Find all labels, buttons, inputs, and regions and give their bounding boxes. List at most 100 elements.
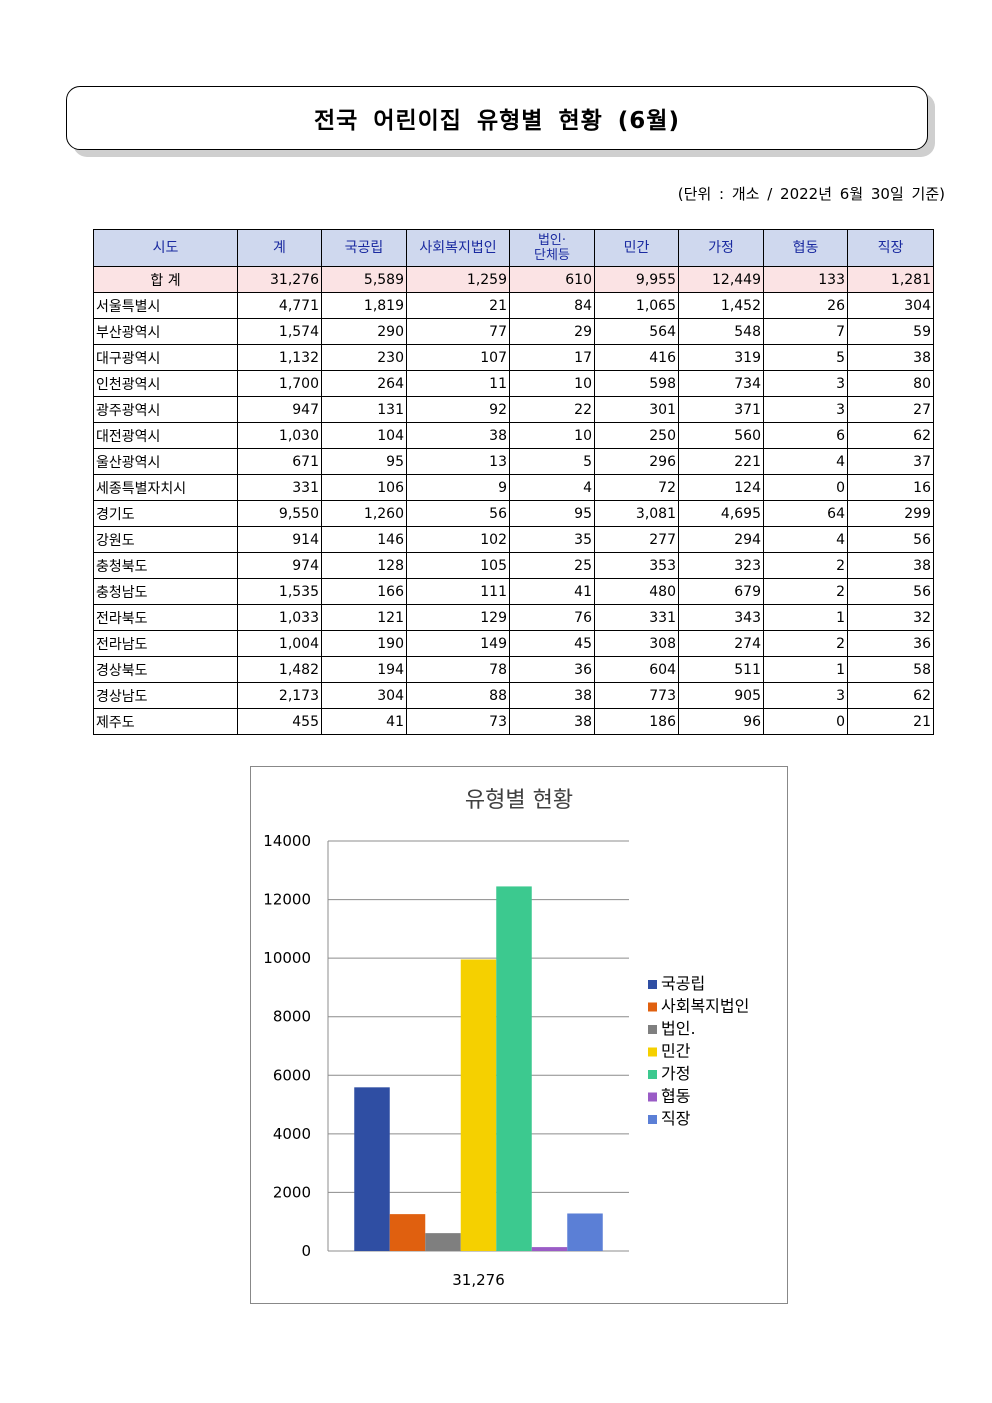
table-row: 대구광역시 1,132 230 107 17 416 319 5 38: [93, 344, 934, 371]
value-cell: 95: [321, 448, 407, 475]
value-cell: 121: [321, 604, 407, 631]
bar-3: [425, 1233, 461, 1251]
bar-7: [567, 1213, 603, 1251]
value-cell: 62: [847, 682, 934, 709]
value-cell: 371: [678, 396, 764, 423]
table-row: 충청북도 974 128 105 25 353 323 2 38: [93, 552, 934, 579]
value-cell: 133: [763, 266, 848, 293]
x-category-label: 31,276: [452, 1271, 505, 1289]
value-cell: 77: [406, 318, 510, 345]
table-row: 전라남도 1,004 190 149 45 308 274 2 36: [93, 630, 934, 657]
page-title: 전국 어린이집 유형별 현황 (6월): [314, 108, 680, 134]
value-cell: 610: [509, 266, 595, 293]
region-cell: 경기도: [93, 500, 238, 527]
header-corp-label: 법인· 단체등: [534, 233, 570, 263]
value-cell: 62: [847, 422, 934, 449]
value-cell: 294: [678, 526, 764, 553]
value-cell: 1,065: [594, 292, 679, 319]
value-cell: 323: [678, 552, 764, 579]
table-row: 인천광역시 1,700 264 11 10 598 734 3 80: [93, 370, 934, 397]
region-cell: 충청북도: [93, 552, 238, 579]
legend-label: 국공립: [661, 974, 705, 993]
value-cell: 72: [594, 474, 679, 501]
region-cell: 제주도: [93, 708, 238, 735]
table-row: 강원도 914 146 102 35 277 294 4 56: [93, 526, 934, 553]
table-row: 광주광역시 947 131 92 22 301 371 3 27: [93, 396, 934, 423]
value-cell: 221: [678, 448, 764, 475]
value-cell: 38: [509, 708, 595, 735]
header-cell: 직장: [847, 229, 934, 267]
value-cell: 194: [321, 656, 407, 683]
value-cell: 598: [594, 370, 679, 397]
legend-swatch: [648, 1115, 657, 1124]
value-cell: 22: [509, 396, 595, 423]
region-cell: 부산광역시: [93, 318, 238, 345]
legend-label: 법인.: [661, 1019, 696, 1038]
value-cell: 331: [594, 604, 679, 631]
bar-2: [389, 1214, 426, 1251]
value-cell: 250: [594, 422, 679, 449]
unit-note: (단위 : 개소 / 2022년 6월 30일 기준): [677, 185, 945, 203]
value-cell: 73: [406, 708, 510, 735]
value-cell: 38: [406, 422, 510, 449]
bar-4: [460, 959, 497, 1251]
value-cell: 186: [594, 708, 679, 735]
value-cell: 10: [509, 422, 595, 449]
value-cell: 4: [509, 474, 595, 501]
value-cell: 455: [237, 708, 322, 735]
value-cell: 974: [237, 552, 322, 579]
value-cell: 301: [594, 396, 679, 423]
value-cell: 511: [678, 656, 764, 683]
value-cell: 1,132: [237, 344, 322, 371]
legend-label: 협동: [661, 1087, 690, 1106]
legend-label: 가정: [661, 1064, 690, 1083]
y-tick-label: 8000: [273, 1008, 311, 1026]
value-cell: 1,535: [237, 578, 322, 605]
legend-swatch: [648, 1070, 657, 1079]
value-cell: 773: [594, 682, 679, 709]
y-tick-label: 10000: [263, 949, 311, 967]
value-cell: 3,081: [594, 500, 679, 527]
table-row: 경상남도 2,173 304 88 38 773 905 3 62: [93, 682, 934, 709]
table-row: 서울특별시 4,771 1,819 21 84 1,065 1,452 26 304: [93, 292, 934, 319]
value-cell: 129: [406, 604, 510, 631]
value-cell: 1,819: [321, 292, 407, 319]
value-cell: 106: [321, 474, 407, 501]
value-cell: 264: [321, 370, 407, 397]
legend-swatch: [648, 1092, 657, 1102]
bar-chart: 유형별 현황 0 2000 4000 6000 8000 10000 12000 14000 31…: [263, 788, 749, 1289]
value-cell: 1,260: [321, 500, 407, 527]
value-cell: 1,482: [237, 656, 322, 683]
value-cell: 343: [678, 604, 764, 631]
legend-label: 사회복지법인: [661, 997, 749, 1016]
region-cell: 합 계: [93, 266, 238, 293]
region-cell: 울산광역시: [93, 448, 238, 475]
table-row: 충청남도 1,535 166 111 41 480 679 2 56: [93, 578, 934, 605]
table-row: 세종특별자치시 331 106 9 4 72 124 0 16: [93, 474, 934, 501]
value-cell: 102: [406, 526, 510, 553]
value-cell: 290: [321, 318, 407, 345]
value-cell: 107: [406, 344, 510, 371]
value-cell: 947: [237, 396, 322, 423]
value-cell: 76: [509, 604, 595, 631]
table-row: 울산광역시 671 95 13 5 296 221 4 37: [93, 448, 934, 475]
value-cell: 38: [509, 682, 595, 709]
value-cell: 45: [509, 630, 595, 657]
bar-1: [354, 1087, 390, 1251]
value-cell: 128: [321, 552, 407, 579]
value-cell: 38: [847, 344, 934, 371]
table-row: 부산광역시 1,574 290 77 29 564 548 7 59: [93, 318, 934, 345]
legend-label: 직장: [661, 1109, 691, 1128]
value-cell: 304: [321, 682, 407, 709]
y-tick-label: 0: [301, 1242, 311, 1260]
value-cell: 2,173: [237, 682, 322, 709]
value-cell: 277: [594, 526, 679, 553]
legend-swatch: [648, 1047, 657, 1057]
header-cell: 가정: [678, 229, 764, 267]
value-cell: 416: [594, 344, 679, 371]
value-cell: 80: [847, 370, 934, 397]
value-cell: 104: [321, 422, 407, 449]
value-cell: 12,449: [678, 266, 764, 293]
y-tick-label: 12000: [263, 891, 311, 909]
value-cell: 41: [509, 578, 595, 605]
